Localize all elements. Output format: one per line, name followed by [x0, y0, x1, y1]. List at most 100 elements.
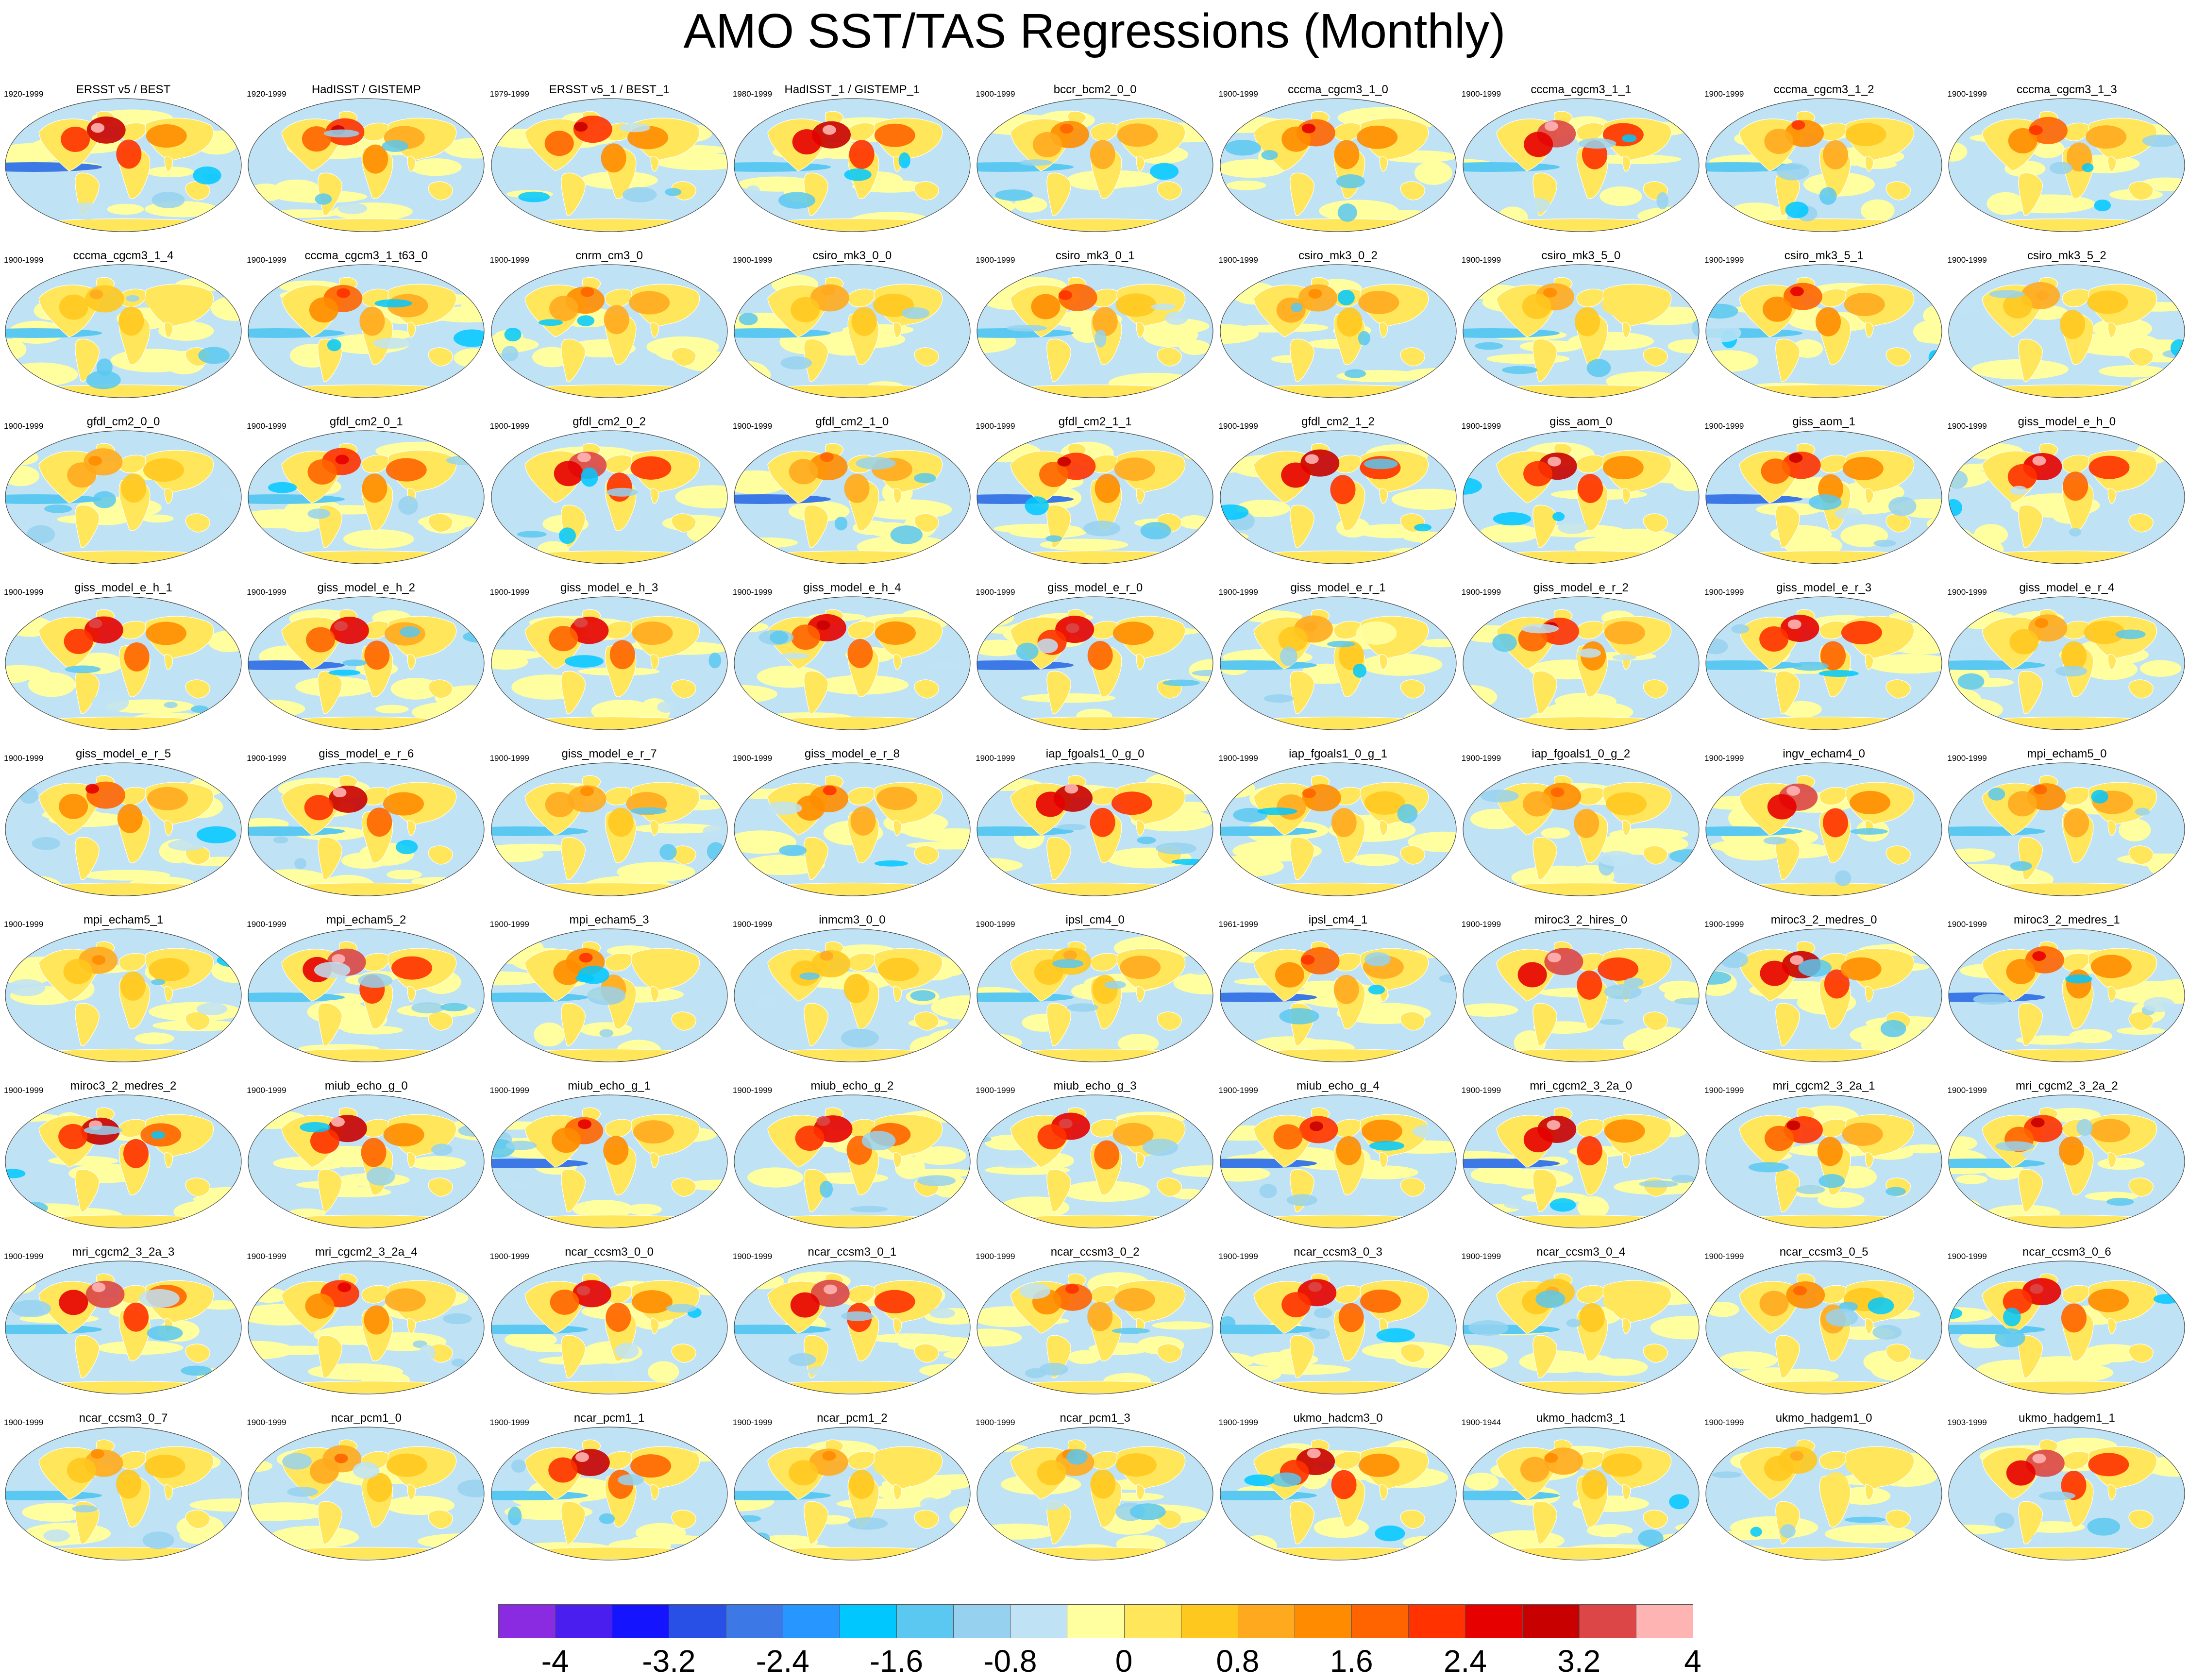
globe-map — [1463, 1094, 1700, 1228]
map-panel: mpi_echam5_0 1900-1999 — [1945, 742, 2188, 908]
panel-title: ingv_echam4_0 — [1783, 747, 1865, 760]
globe-map — [977, 430, 1213, 564]
panel-title: ERSST v5 / BEST — [76, 83, 171, 96]
panel-years: 1900-1999 — [1704, 421, 1744, 431]
panel-title: gfdl_cm2_0_0 — [86, 415, 160, 428]
colorbar-swatch — [1635, 1604, 1693, 1638]
colorbar-swatch — [953, 1604, 1011, 1638]
map-panel: gfdl_cm2_0_0 1900-1999 — [2, 410, 245, 576]
panel-years: 1900-1999 — [4, 1086, 44, 1095]
map-panel: giss_model_e_h_1 1900-1999 — [2, 576, 245, 742]
panel-title: miroc3_2_medres_0 — [1770, 913, 1877, 926]
map-panel: ncar_pcm1_1 1900-1999 — [488, 1406, 731, 1572]
globe-map — [490, 1260, 728, 1394]
panel-title: ipsl_cm4_1 — [1308, 913, 1368, 926]
map-panel: miub_echo_g_3 1900-1999 — [974, 1074, 1216, 1240]
panel-title: ncar_ccsm3_0_1 — [808, 1245, 897, 1259]
colorbar-tick-label: -3.2 — [642, 1644, 696, 1679]
map-panel: ncar_ccsm3_0_2 1900-1999 — [974, 1240, 1216, 1406]
globe-map — [1463, 762, 1700, 896]
globe-map — [734, 430, 971, 564]
panel-title: ncar_ccsm3_0_2 — [1050, 1245, 1140, 1259]
panel-grid: ERSST v5 / BEST 1920-1999 HadISST / GISTEM… — [0, 78, 2189, 1573]
globe-map — [1948, 430, 2185, 564]
panel-years: 1900-1999 — [1218, 421, 1258, 431]
globe-map — [1219, 1427, 1457, 1561]
map-panel: giss_model_e_r_8 1900-1999 — [731, 742, 974, 908]
map-panel: csiro_mk3_5_0 1900-1999 — [1460, 244, 1702, 410]
panel-years: 1900-1999 — [489, 1086, 529, 1095]
globe-map — [1219, 596, 1457, 730]
map-panel: miub_echo_g_1 1900-1999 — [488, 1074, 731, 1240]
map-panel: ncar_pcm1_0 1900-1999 — [245, 1406, 488, 1572]
panel-title: gfdl_cm2_1_1 — [1058, 415, 1132, 428]
globe-map — [1705, 1260, 1942, 1394]
map-panel: gfdl_cm2_1_2 1900-1999 — [1217, 410, 1460, 576]
panel-title: HadISST / GISTEMP — [311, 83, 421, 96]
panel-years: 1900-1999 — [1947, 89, 1987, 99]
map-panel: mri_cgcm2_3_2a_3 1900-1999 — [2, 1240, 245, 1406]
globe-map — [1948, 1427, 2185, 1561]
panel-years: 1961-1999 — [1218, 920, 1258, 929]
panel-years: 1900-1999 — [1947, 754, 1987, 763]
panel-years: 1900-1999 — [976, 89, 1015, 99]
panel-years: 1920-1999 — [4, 89, 44, 99]
map-panel: giss_model_e_h_4 1900-1999 — [731, 576, 974, 742]
panel-title: giss_model_e_r_4 — [2019, 581, 2115, 594]
colorbar-tick-label: 3.2 — [1557, 1644, 1601, 1679]
globe-map — [490, 1094, 728, 1228]
colorbar-tick-label: -2.4 — [756, 1644, 809, 1679]
panel-title: cccma_cgcm3_1_4 — [73, 249, 174, 262]
panel-years: 1900-1999 — [1947, 1086, 1987, 1095]
panel-title: miroc3_2_medres_2 — [70, 1079, 177, 1092]
panel-title: giss_model_e_r_8 — [804, 747, 900, 760]
panel-years: 1900-1999 — [732, 920, 773, 929]
panel-years: 1900-1999 — [489, 754, 529, 763]
globe-map — [490, 928, 728, 1062]
panel-title: mpi_echam5_2 — [326, 913, 406, 926]
globe-map — [1219, 1094, 1457, 1228]
panel-years: 1900-1999 — [4, 1418, 44, 1427]
panel-years: 1900-1999 — [1704, 1086, 1744, 1095]
globe-map — [5, 762, 242, 896]
panel-years: 1900-1999 — [1704, 1418, 1744, 1427]
map-panel: ukmo_hadgem1_1 1903-1999 — [1945, 1406, 2188, 1572]
map-panel: mpi_echam5_1 1900-1999 — [2, 908, 245, 1074]
panel-title: cnrm_cm3_0 — [575, 249, 643, 262]
colorbar-swatch — [725, 1604, 783, 1638]
map-panel: inmcm3_0_0 1900-1999 — [731, 908, 974, 1074]
panel-years: 1900-1999 — [976, 588, 1015, 597]
panel-years: 1900-1999 — [976, 920, 1015, 929]
panel-title: iap_fgoals1_0_g_2 — [1532, 747, 1631, 760]
map-panel: miroc3_2_medres_2 1900-1999 — [2, 1074, 245, 1240]
colorbar-swatch — [669, 1604, 726, 1638]
globe-map — [1219, 1260, 1457, 1394]
globe-map — [1463, 430, 1700, 564]
panel-years: 1900-1999 — [489, 920, 529, 929]
map-panel: miub_echo_g_0 1900-1999 — [245, 1074, 488, 1240]
panel-years: 1900-1999 — [247, 255, 286, 265]
globe-map — [248, 1260, 485, 1394]
map-panel: cccma_cgcm3_1_2 1900-1999 — [1702, 78, 1945, 244]
panel-years: 1900-1999 — [247, 588, 286, 597]
globe-map — [5, 928, 242, 1062]
map-panel: mri_cgcm2_3_2a_4 1900-1999 — [245, 1240, 488, 1406]
globe-map — [248, 596, 485, 730]
globe-map — [1463, 1427, 1700, 1561]
map-panel: giss_aom_0 1900-1999 — [1460, 410, 1702, 576]
panel-years: 1900-1999 — [489, 1418, 529, 1427]
map-panel: ingv_echam4_0 1900-1999 — [1702, 742, 1945, 908]
globe-map — [1948, 1260, 2185, 1394]
globe-map — [1705, 98, 1942, 232]
globe-map — [734, 1260, 971, 1394]
globe-map — [248, 762, 485, 896]
colorbar-swatch — [498, 1604, 556, 1638]
panel-years: 1980-1999 — [732, 89, 773, 99]
map-panel: ukmo_hadcm3_1 1900-1944 — [1460, 1406, 1702, 1572]
panel-title: ERSST v5_1 / BEST_1 — [549, 83, 670, 96]
globe-map — [977, 1260, 1213, 1394]
panel-title: ncar_ccsm3_0_6 — [2022, 1245, 2111, 1259]
figure-title: AMO SST/TAS Regressions (Monthly) — [683, 4, 1506, 58]
map-panel: ncar_ccsm3_0_1 1900-1999 — [731, 1240, 974, 1406]
panel-title: bccr_bcm2_0_0 — [1053, 83, 1137, 96]
